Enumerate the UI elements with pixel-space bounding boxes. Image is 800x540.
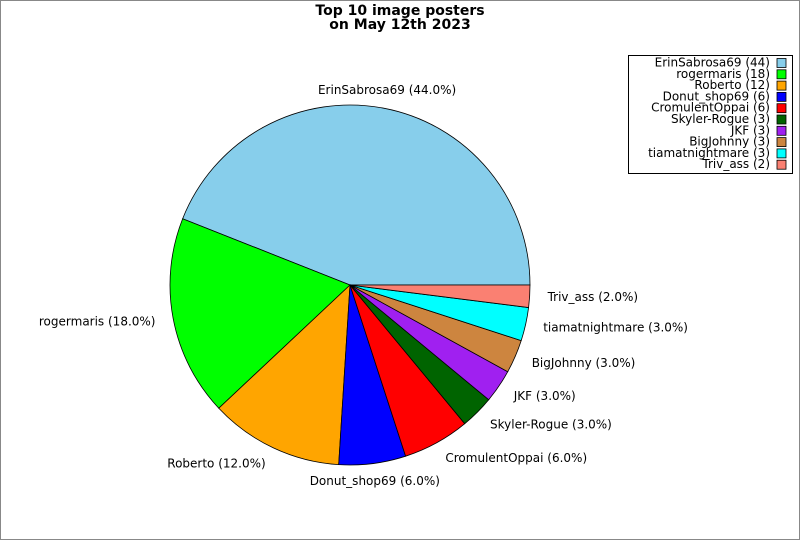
pie-slice bbox=[182, 104, 531, 286]
legend-label: Donut_shop69 (6) bbox=[663, 89, 770, 103]
slice-label: Triv_ass (2.0%) bbox=[547, 290, 638, 304]
legend-label: ErinSabrosa69 (44) bbox=[655, 56, 770, 70]
pie-slice bbox=[218, 284, 351, 466]
legend-swatch bbox=[776, 92, 787, 102]
slice-label: CromulentOppai (6.0%) bbox=[445, 451, 587, 465]
legend-label: tiamatnightmare (3) bbox=[648, 146, 770, 160]
slice-label: ErinSabrosa69 (44.0%) bbox=[318, 83, 456, 97]
legend-swatch bbox=[776, 159, 787, 170]
slice-label: tiamatnightmare (3.0%) bbox=[543, 321, 688, 335]
chart-title: Top 10 image posters bbox=[315, 3, 484, 19]
slice-label: JKF (3.0%) bbox=[513, 389, 576, 403]
legend-swatch bbox=[776, 125, 787, 136]
legend-swatch bbox=[776, 69, 787, 80]
legend-label: Roberto (12) bbox=[694, 78, 770, 92]
legend-label: Skyler-Rogue (3) bbox=[671, 112, 770, 126]
legend-label: rogermaris (18) bbox=[676, 67, 770, 81]
pie-slice bbox=[169, 218, 351, 409]
legend-swatch bbox=[776, 114, 787, 125]
chart-subtitle: on May 12th 2023 bbox=[329, 17, 470, 33]
legend-label: Triv_ass (2) bbox=[701, 157, 770, 171]
pie-slice bbox=[349, 284, 531, 309]
slice-label: rogermaris (18.0%) bbox=[39, 315, 156, 329]
legend-swatch bbox=[776, 58, 787, 68]
legend-swatch bbox=[776, 137, 787, 148]
legend-swatch bbox=[776, 148, 787, 159]
slice-label: Skyler-Rogue (3.0%) bbox=[490, 418, 612, 432]
slice-label: Roberto (12.0%) bbox=[167, 457, 265, 471]
legend-box bbox=[628, 55, 793, 174]
slice-label: Donut_shop69 (6.0%) bbox=[310, 474, 440, 488]
legend-label: CromulentOppai (6) bbox=[651, 101, 770, 115]
legend-label: JKF (3) bbox=[730, 123, 770, 137]
legend-label: BigJohnny (3) bbox=[689, 135, 770, 149]
legend-swatch bbox=[776, 80, 787, 91]
slice-label: BigJohnny (3.0%) bbox=[532, 356, 636, 370]
legend-swatch bbox=[776, 103, 787, 114]
